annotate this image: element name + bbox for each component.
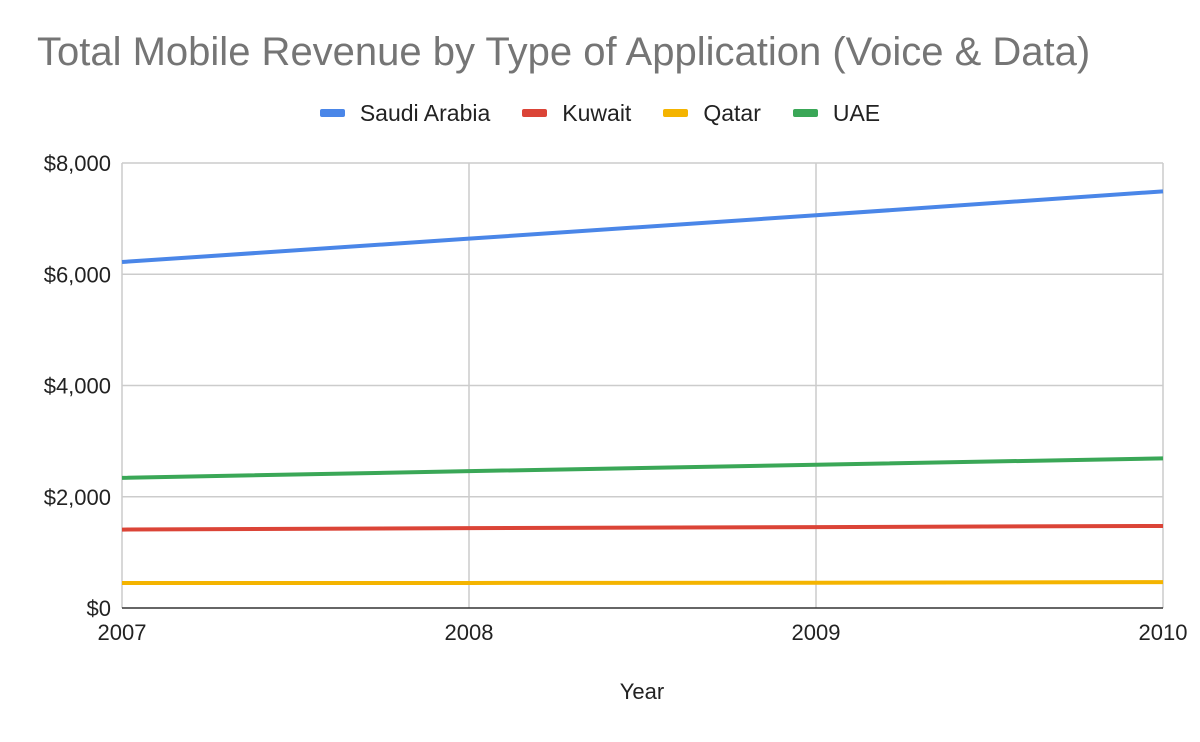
axes: $0 $2,000 $4,000 $6,000 $8,000 2007 2008 2009 20… [44,151,1188,645]
legend-item: Qatar [663,100,761,127]
x-tick-label: 2010 [1139,620,1188,645]
legend-swatch [792,109,818,117]
legend-swatch [663,109,689,117]
series-line [122,580,1164,585]
series-line [121,523,1164,532]
legend-swatch [522,109,548,117]
series-line [121,456,1164,480]
y-tick-label: $2,000 [44,485,111,510]
series-lines [121,189,1164,585]
y-tick-label: $0 [87,596,111,621]
legend-item: UAE [792,99,881,127]
legend-item: Kuwait [522,100,631,127]
legend-label: Kuwait [562,99,632,126]
legend-swatch [319,109,345,117]
legend: Saudi Arabia Kuwait Qatar UAE [0,96,1200,130]
y-tick-label: $8,000 [44,151,111,176]
grid-lines [121,162,1164,608]
x-tick-label: 2007 [98,620,147,645]
chart-title: Total Mobile Revenue by Type of Applicat… [37,30,1091,74]
series-line [121,189,1164,265]
x-tick-label: 2009 [792,620,841,645]
legend-item: Saudi Arabia [319,99,491,127]
x-axis-title: Year [620,679,664,704]
legend-label: UAE [832,99,881,126]
legend-label: Saudi Arabia [359,99,491,126]
x-tick-label: 2008 [445,620,494,645]
legend-label: Qatar [703,99,761,126]
y-tick-label: $6,000 [44,262,111,287]
y-tick-label: $4,000 [44,374,111,399]
